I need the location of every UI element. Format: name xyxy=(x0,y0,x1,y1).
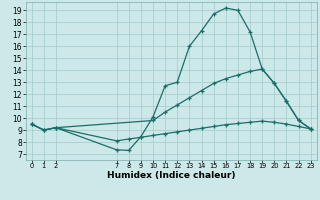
X-axis label: Humidex (Indice chaleur): Humidex (Indice chaleur) xyxy=(107,171,236,180)
